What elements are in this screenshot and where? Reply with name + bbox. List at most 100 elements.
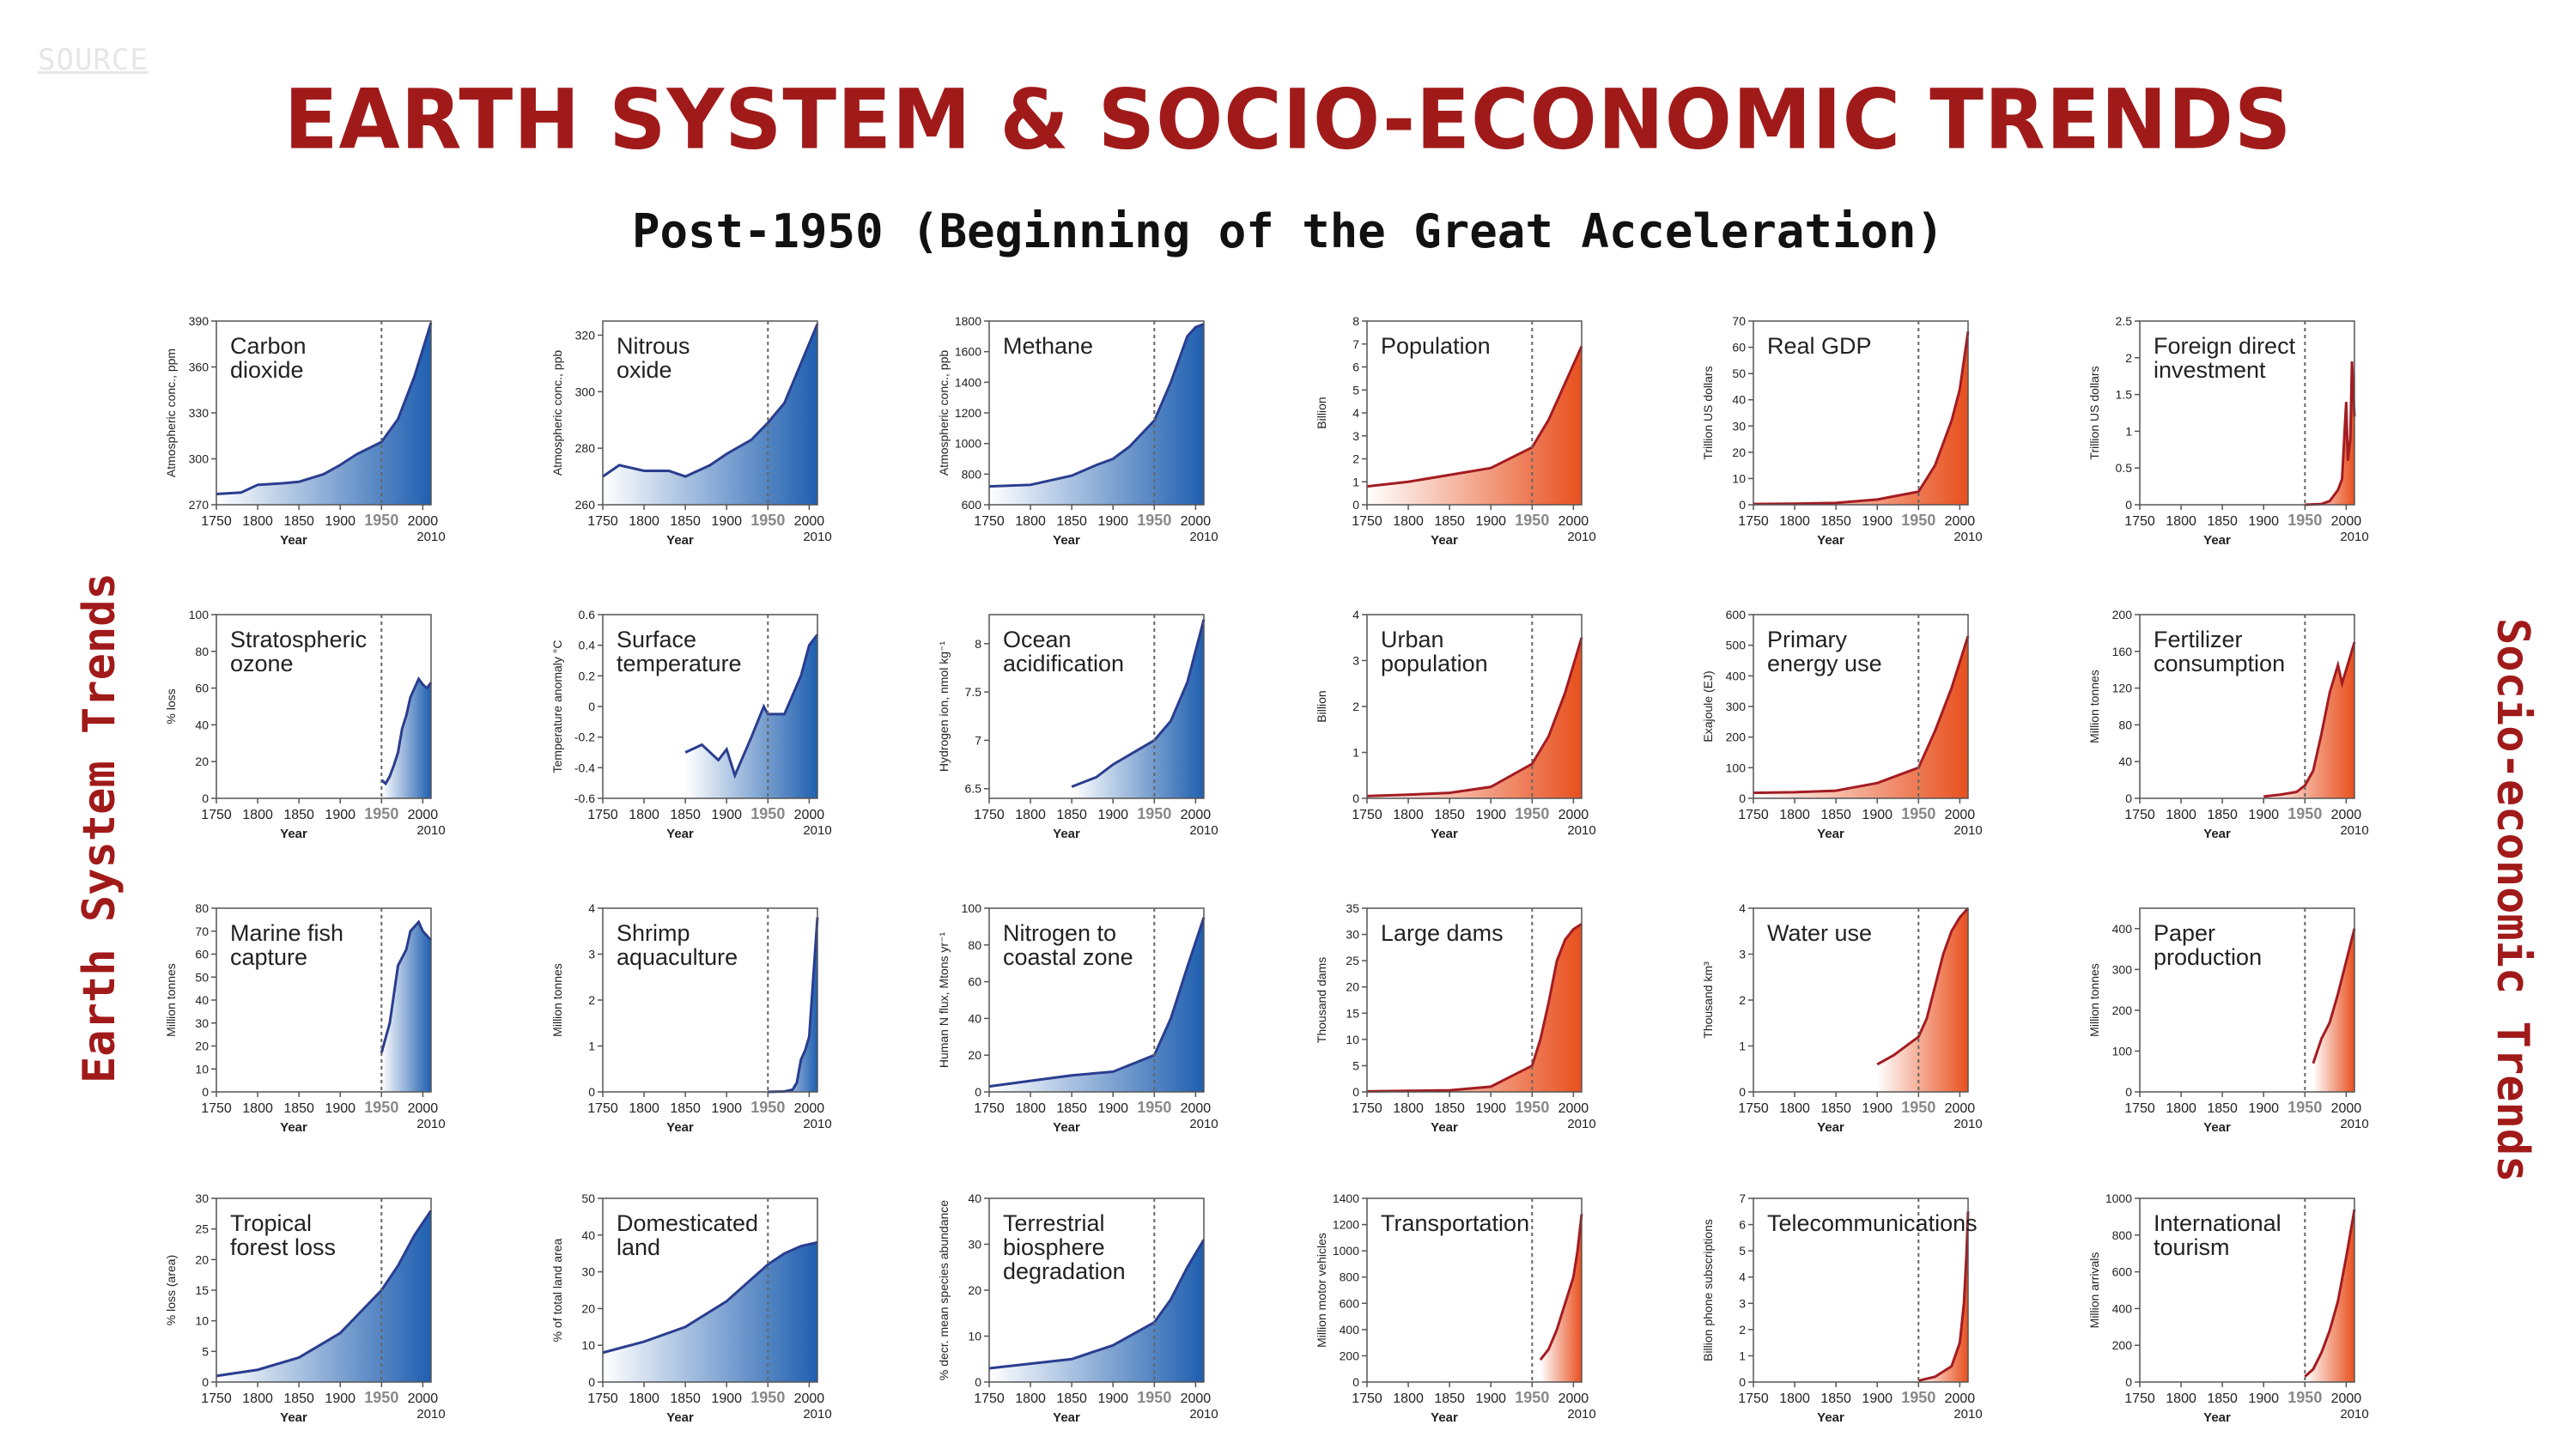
y-tick-label: 2 (588, 993, 595, 1007)
x-tick-label: 1900 (2248, 1391, 2279, 1406)
x-tick-label: 1800 (629, 1101, 659, 1116)
plot-frame (216, 614, 432, 799)
y-tick-label: 1400 (1333, 1191, 1359, 1205)
x-end-label: 2010 (1953, 1117, 1982, 1131)
area-fill (1367, 346, 1582, 505)
area-fill (989, 324, 1204, 505)
x-tick-label: 1750 (1738, 1101, 1769, 1116)
x-end-label: 2010 (2340, 823, 2368, 838)
chart-title: aquaculture (617, 944, 738, 970)
y-tick-label: 1 (1352, 475, 1359, 488)
y-tick-label: 0 (1352, 498, 1359, 512)
area-fill (2305, 1209, 2354, 1382)
y-tick-label: 3 (588, 948, 595, 961)
x-end-label: 2010 (1189, 1117, 1218, 1131)
y-tick-label: 15 (195, 1283, 209, 1297)
area-fill (381, 922, 431, 1092)
series-line (380, 919, 433, 1053)
series-line (2305, 361, 2356, 506)
y-tick-label: 0 (2125, 1085, 2132, 1099)
x-tick-label: 1800 (2166, 1391, 2196, 1406)
area-fill (603, 324, 817, 505)
x-end-label: 2010 (1189, 530, 1218, 544)
x-tick-label: 1950 (1901, 1389, 1935, 1406)
series-line (988, 917, 1206, 1088)
y-tick-label: 70 (1732, 314, 1746, 328)
y-tick-label: 1000 (955, 437, 981, 451)
x-axis-label: Year (280, 533, 307, 548)
y-tick-label: 3 (1739, 948, 1746, 961)
y-tick-label: 8 (1352, 314, 1359, 328)
x-tick-label: 1750 (1352, 1391, 1382, 1406)
x-tick-label: 1800 (1015, 1391, 1046, 1406)
y-axis-label: Million tonnes (2087, 670, 2101, 743)
x-tick-label: 1750 (201, 514, 232, 529)
x-tick-label: 1800 (629, 808, 659, 822)
x-axis-label: Year (666, 1410, 694, 1425)
y-tick-label: 1000 (2105, 1191, 2132, 1205)
y-tick-label: 10 (195, 1314, 209, 1328)
y-tick-label: 0 (588, 1085, 595, 1099)
y-tick-label: 5 (1352, 383, 1359, 397)
y-axis-label: % decr. mean species abundance (937, 1200, 951, 1380)
y-tick-label: 50 (1732, 367, 1746, 380)
x-axis-label: Year (1431, 827, 1458, 841)
x-tick-label: 1750 (1738, 514, 1769, 529)
x-tick-label: 2000 (1558, 1101, 1589, 1116)
x-tick-label: 1750 (1738, 1391, 1769, 1406)
y-tick-label: 270 (189, 498, 210, 512)
chart-title: Stratospheric (230, 627, 367, 652)
chart-title: coastal zone (1003, 944, 1133, 970)
y-tick-label: 5 (202, 1344, 209, 1358)
y-axis-label: Trillion US dollars (1701, 366, 1715, 459)
x-tick-label: 2000 (1558, 514, 1589, 529)
y-tick-label: 330 (189, 406, 210, 420)
y-tick-label: 60 (968, 975, 981, 989)
x-tick-label: 1900 (1475, 808, 1506, 822)
x-tick-label: 1950 (1515, 805, 1549, 822)
y-tick-label: 40 (581, 1228, 595, 1242)
x-tick-label: 1850 (283, 808, 314, 822)
x-tick-label: 1800 (1779, 808, 1810, 822)
series-line (1366, 637, 1583, 797)
chart-title: Real GDP (1767, 333, 1872, 359)
series-line (1366, 923, 1583, 1093)
x-tick-label: 1850 (1820, 808, 1851, 822)
plot-frame (1366, 907, 1583, 1093)
x-tick-label: 2000 (1945, 1391, 1976, 1406)
y-tick-label: 30 (195, 1016, 209, 1030)
x-tick-label: 1900 (325, 1101, 355, 1116)
x-axis-label: Year (1817, 533, 1844, 548)
chart-title: Urban (1381, 627, 1444, 652)
x-tick-label: 1900 (1097, 1101, 1128, 1116)
x-end-label: 2010 (803, 1407, 831, 1422)
chart-title: Paper (2154, 920, 2215, 946)
x-tick-label: 1750 (201, 1391, 232, 1406)
x-tick-label: 2000 (2331, 1101, 2362, 1116)
series-line (1753, 635, 1970, 795)
chart-title: Methane (1003, 333, 1093, 359)
x-end-label: 2010 (1567, 823, 1595, 838)
source-link[interactable]: SOURCE (38, 43, 149, 77)
x-tick-label: 1900 (1862, 1101, 1893, 1116)
series-line (1876, 906, 1970, 1066)
y-tick-label: 0 (202, 1375, 209, 1389)
x-tick-label: 1750 (2124, 1391, 2155, 1406)
x-tick-label: 2000 (408, 514, 439, 529)
y-tick-label: 600 (2112, 1265, 2133, 1279)
y-tick-label: 0.6 (579, 608, 596, 621)
series-line (684, 634, 819, 779)
x-end-label: 2010 (1953, 823, 1982, 838)
y-tick-label: 8 (975, 637, 981, 651)
x-tick-label: 1800 (2166, 514, 2196, 529)
x-tick-label: 1850 (670, 514, 701, 529)
x-end-label: 2010 (803, 530, 831, 544)
y-axis-label: Temperature anomaly °C (550, 640, 564, 773)
x-tick-label: 2000 (1945, 808, 1976, 822)
y-tick-label: 400 (1340, 1323, 1360, 1337)
y-tick-label: 360 (189, 361, 210, 374)
x-tick-label: 1800 (1779, 514, 1810, 529)
